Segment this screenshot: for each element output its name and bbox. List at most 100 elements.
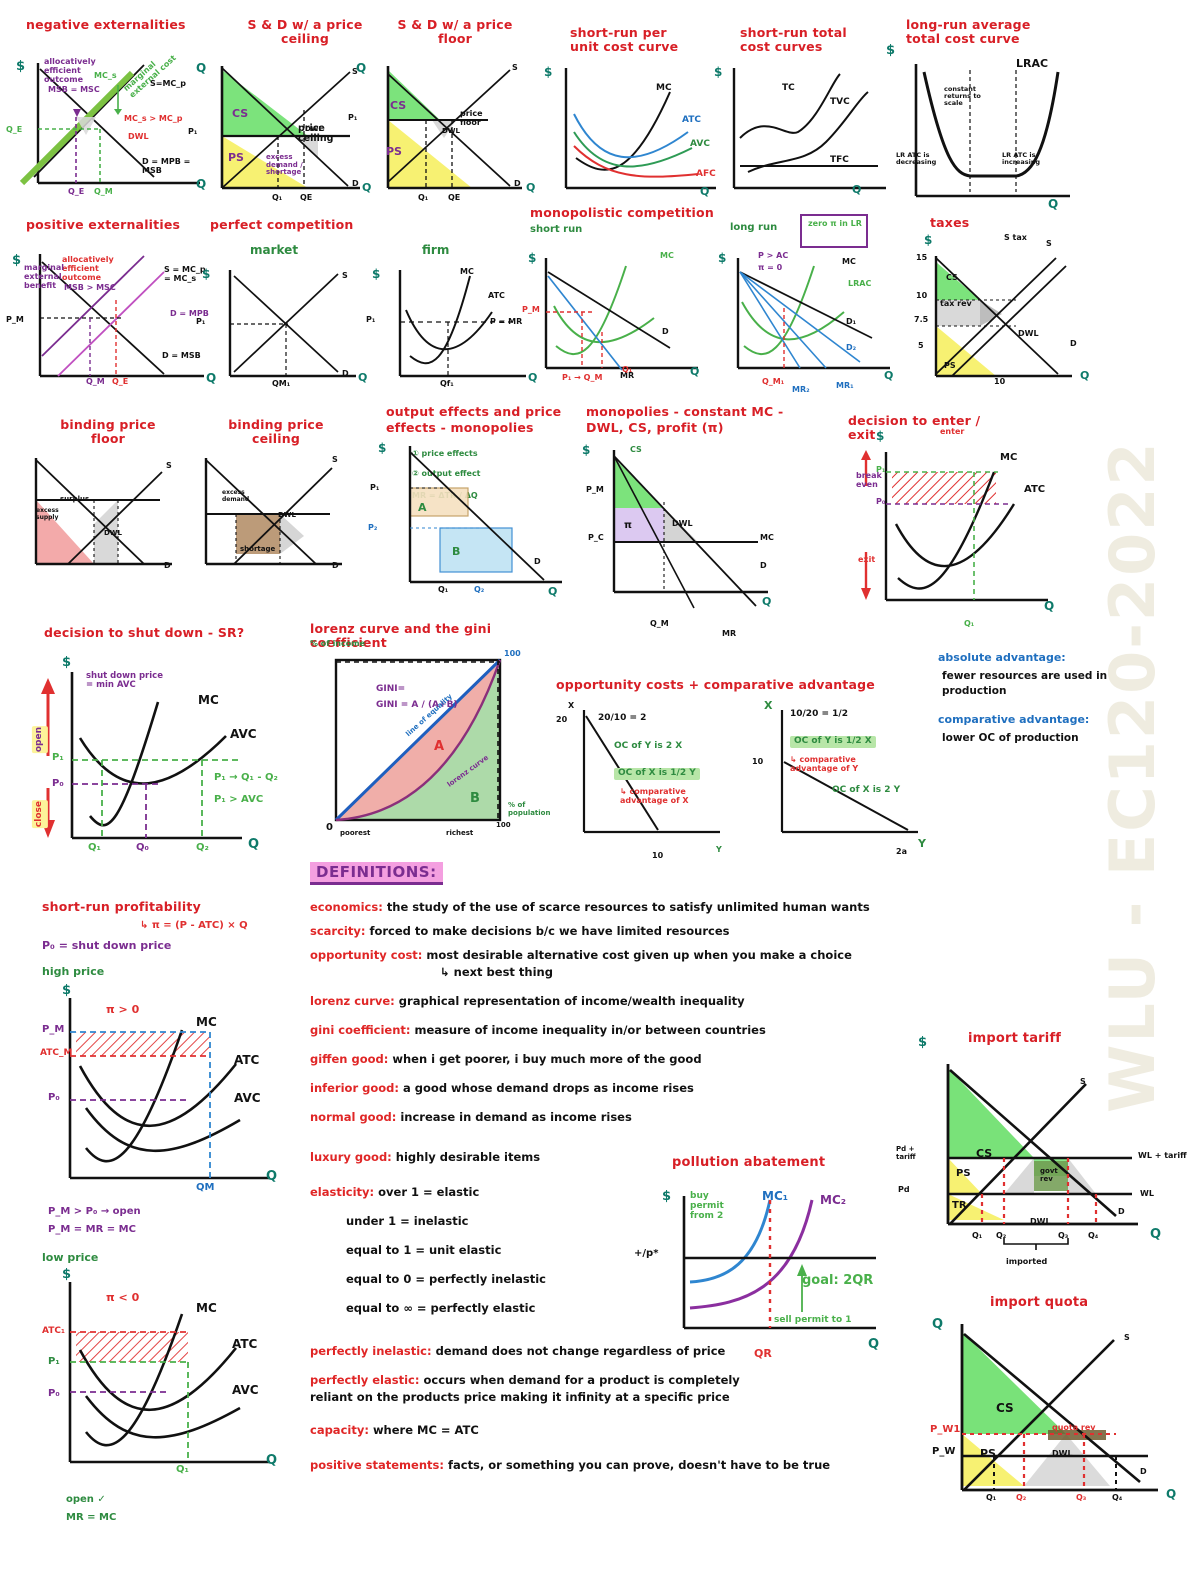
label-lrac: LRAC (848, 279, 872, 288)
axis-label-y-right: Y (918, 837, 926, 850)
label-absolute-advantage-title: absolute advantage: (938, 651, 1066, 664)
label-cs: CS (996, 1401, 1014, 1415)
label-p1: P₁ (366, 315, 376, 324)
axis-label-x: Q (852, 183, 862, 196)
label-atc: ATC (682, 115, 702, 125)
label-qm1: Q_M₁ (762, 377, 785, 386)
label-lorenz-x: % of population (508, 801, 551, 817)
label-y-intercept-right: 10 (752, 757, 764, 766)
definition-text: increase in demand as income rises (400, 1109, 632, 1124)
label-dwl: DWL (1052, 1449, 1073, 1458)
label-pc: P_C (588, 533, 604, 542)
label-q1: Q₁ (438, 585, 449, 594)
axis-label-y: $ (12, 253, 22, 268)
label-wl-tariff: WL + tariff (1138, 1151, 1187, 1160)
label-supply: S (332, 455, 338, 464)
title-lrac: long-run average total cost curve (906, 17, 1031, 47)
definition-text: equal to ∞ = perfectly elastic (346, 1301, 536, 1316)
label-qf1: Qf₁ (440, 379, 454, 388)
label-market: market (250, 243, 299, 257)
label-mc: MC (196, 1301, 217, 1315)
label-q2: Q₂ (1016, 1493, 1027, 1502)
label-richest: richest (446, 829, 474, 837)
axis-label-y: $ (886, 43, 896, 58)
label-avc: AVC (234, 1091, 261, 1105)
label-supply: S (342, 271, 348, 280)
definition-term: opportunity cost: (310, 947, 423, 962)
condition-pm-gt-p0: P_M > P₀ → open (48, 1206, 141, 1217)
label-dwl: DWL (128, 132, 149, 141)
axis-label-y: $ (876, 429, 885, 443)
label-qe: Q_E (68, 187, 85, 196)
label-pd-tariff: Pd + tariff (896, 1145, 916, 1161)
label-supply-mcp: S=MC_p (150, 79, 187, 88)
definition-item: ↳ next best thing (310, 965, 1100, 980)
axis-label-x: Q (196, 177, 207, 191)
label-dwl: DWL (442, 127, 460, 135)
definition-term: perfectly elastic: (310, 1373, 420, 1387)
label-tvc: TVC (830, 97, 850, 107)
note-allocatively-efficient: allocatively efficient outcome (62, 255, 114, 282)
label-corner-top: 100 (504, 649, 521, 658)
label-profit-negative: π < 0 (106, 1291, 140, 1304)
label-q1: Q₁ (176, 1464, 189, 1475)
definition-term: normal good: (310, 1109, 397, 1124)
label-demand: D (760, 561, 767, 570)
title-import-quota: import quota (990, 1295, 1089, 1310)
label-p1: P₁ (196, 317, 206, 326)
label-cs: CS (390, 99, 407, 112)
label-profit-formula: ↳ π = (P - ATC) × Q (140, 920, 248, 931)
label-ps: PS (228, 151, 244, 164)
label-qm: Q_M (94, 187, 113, 196)
definition-term: luxury good: (310, 1150, 392, 1165)
label-qm1: QM₁ (272, 379, 291, 388)
label-tfc: TFC (830, 155, 849, 165)
label-pm: P_M (586, 485, 604, 494)
definition-text: ↳ next best thing (440, 964, 553, 979)
definition-term: scarcity: (310, 923, 366, 938)
label-q1: Q₁ (972, 1231, 983, 1240)
label-q1: Q₁ (88, 842, 101, 853)
label-mc: MC (196, 1015, 217, 1029)
label-p1: P₁ (48, 1356, 60, 1367)
label-mc: MC (656, 83, 672, 93)
label-mr: MR (620, 371, 635, 380)
condition-pm-mr-mc: P_M = MR = MC (48, 1224, 136, 1235)
label-demand: D (662, 327, 669, 336)
label-supply: S (1080, 1077, 1086, 1086)
axis-label-x: Q (1166, 1487, 1177, 1501)
label-qr: QR (754, 1347, 772, 1360)
label-firm: firm (422, 243, 450, 257)
label-oc-x-right: OC of X is 2 Y (832, 785, 901, 795)
label-pm: P_M (42, 1024, 65, 1035)
note-economies-of-scale: LR ATC is decreasing (896, 151, 937, 167)
label-p1: P₁ (52, 752, 64, 763)
label-open: open (32, 726, 48, 754)
label-ps: PS (944, 361, 956, 370)
note-msb-msc: MSB = MSC (48, 85, 100, 94)
definition-item: equal to ∞ = perfectly elastic (310, 1301, 1100, 1316)
label-mc: MC (842, 257, 856, 266)
label-mr: MR (722, 629, 737, 638)
definitions-list: economics: the study of the use of scarc… (310, 900, 1100, 1482)
label-demand: D = MPB = MSB (142, 157, 191, 175)
axis-label-y: $ (924, 233, 933, 247)
axis-label-x: Q (700, 185, 710, 198)
label-demand: D (1140, 1467, 1147, 1476)
definition-text: where MC = ATC (372, 1422, 479, 1437)
axis-label-x: Q (266, 1453, 278, 1468)
title-import-tariff: import tariff (968, 1031, 1062, 1046)
definition-item: equal to 1 = unit elastic (310, 1243, 1100, 1258)
label-qm: QM (196, 1182, 215, 1193)
axis-label-y: $ (62, 655, 72, 670)
label-atc: ATC (232, 1337, 258, 1351)
note-shutdown-price: shut down price = min AVC (86, 671, 163, 691)
definition-item: positive statements: facts, or something… (310, 1458, 1100, 1473)
title-decision-enter-exit: decision to enter / exit (848, 413, 981, 443)
axis-label-x: Q (1044, 599, 1055, 613)
definition-item: gini coefficient: measure of income ineq… (310, 1023, 1100, 1038)
item-price-effects: ① price effects (412, 449, 478, 458)
label-p-mr: P = MR (490, 317, 523, 326)
axis-label-x: Q (358, 371, 368, 384)
definition-term: economics: (310, 900, 383, 914)
